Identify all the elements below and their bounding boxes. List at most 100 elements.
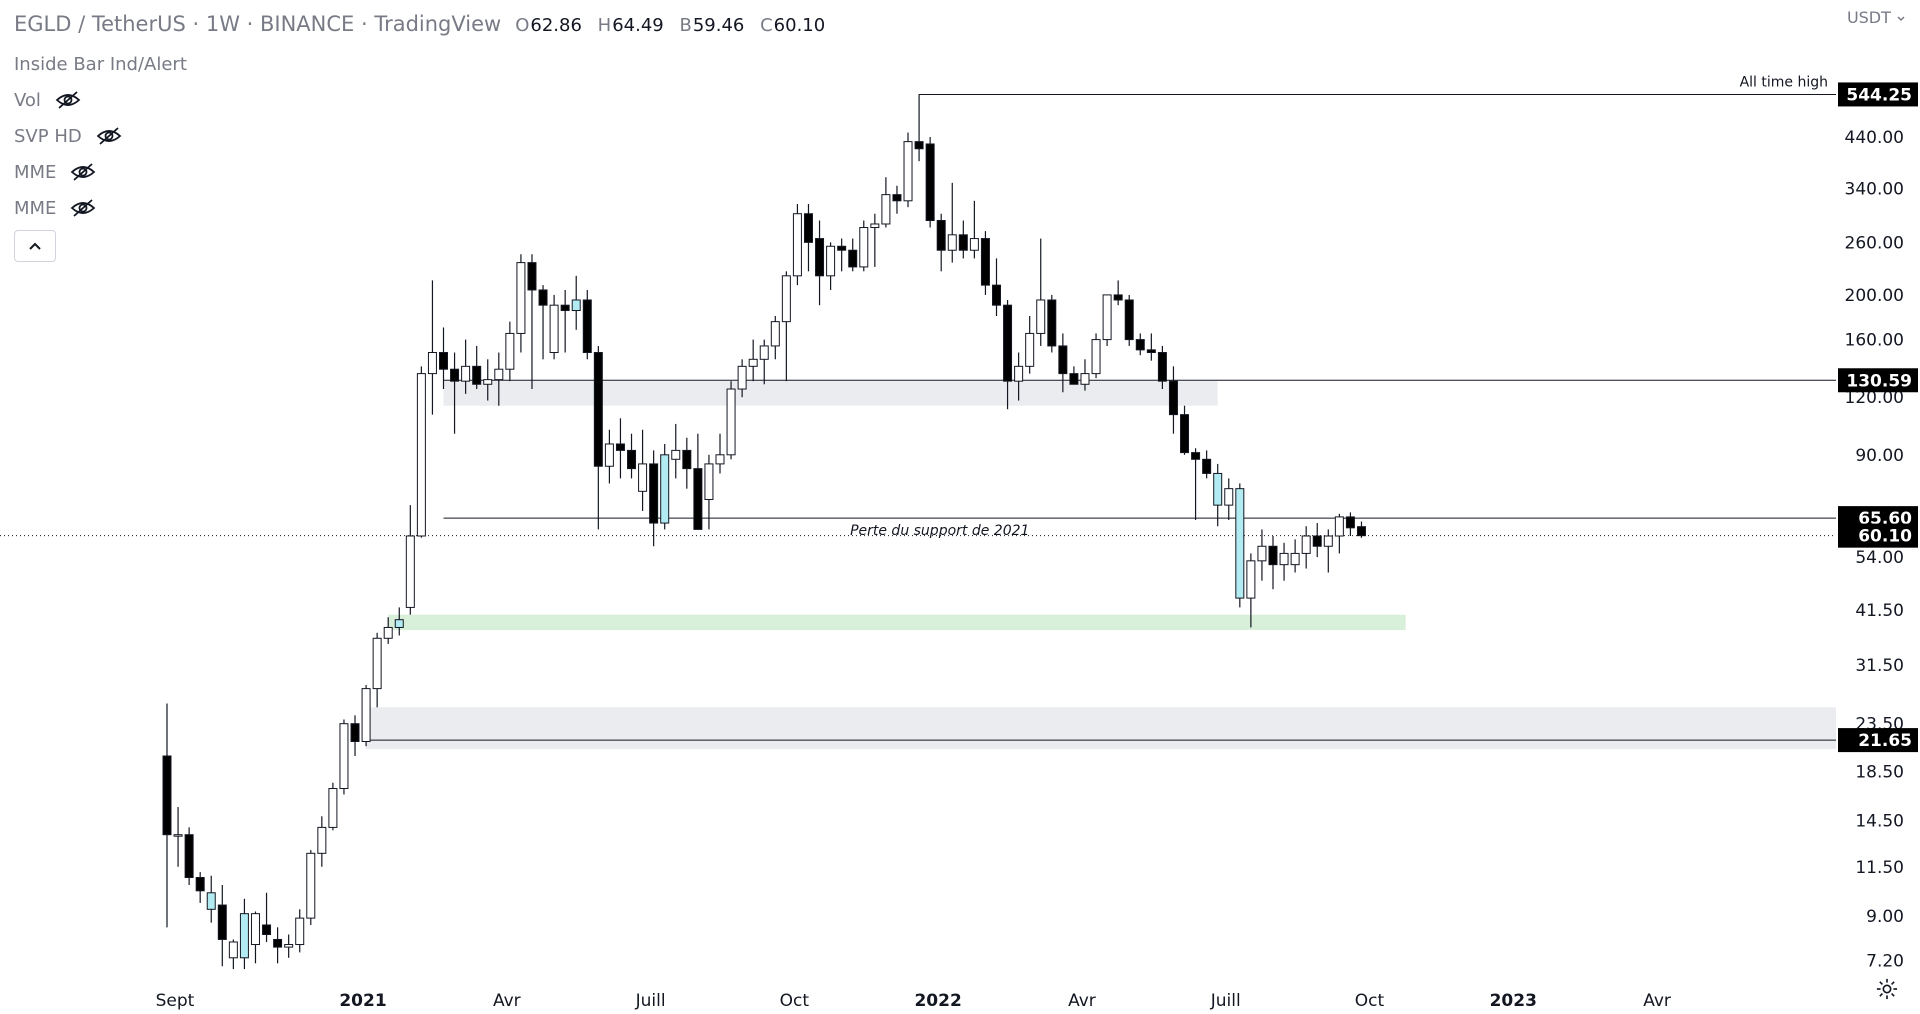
y-tick-label: 260.00 <box>1845 233 1904 253</box>
candle-body <box>1268 545 1278 566</box>
candle <box>1191 448 1201 520</box>
candle <box>1146 333 1156 361</box>
collapse-indicators-button[interactable] <box>14 230 56 262</box>
price-tag-label: 21.65 <box>1858 731 1912 751</box>
candle-body <box>1102 294 1112 341</box>
x-tick-label: Oct <box>780 991 810 1011</box>
candle-body <box>1025 332 1035 367</box>
candle-body <box>792 213 802 277</box>
indicator-mme-1[interactable]: MME <box>14 154 835 190</box>
ohlc-values: O62.86 H64.49 B59.46 C60.10 <box>515 15 835 36</box>
candle <box>1224 478 1234 520</box>
candle-body <box>1257 545 1267 562</box>
candle-body <box>1091 339 1101 375</box>
indicator-label[interactable]: MME <box>14 161 57 183</box>
candle-body <box>1301 535 1311 554</box>
candle <box>505 321 515 382</box>
candle <box>372 632 382 708</box>
candle-body <box>239 913 249 959</box>
candle-body <box>538 289 548 306</box>
candle <box>317 816 327 867</box>
gear-icon[interactable] <box>1876 978 1898 1000</box>
candle-body <box>262 924 272 936</box>
indicator-vol[interactable]: Vol <box>14 82 835 118</box>
eye-hidden-icon[interactable] <box>96 126 122 146</box>
candle-body <box>1312 535 1322 547</box>
candle <box>715 433 725 474</box>
candles-layer <box>162 94 1366 970</box>
price-tag-label: 60.10 <box>1858 527 1912 547</box>
candle <box>1135 333 1145 356</box>
candle <box>958 220 968 259</box>
y-tick-label: 340.00 <box>1845 180 1904 200</box>
candle-body <box>228 941 238 959</box>
indicator-inside-bar[interactable]: Inside Bar Ind/Alert <box>14 46 835 82</box>
candle <box>427 280 437 415</box>
eye-hidden-icon[interactable] <box>70 198 96 218</box>
ohlc-close-value: 60.10 <box>773 15 826 36</box>
candle-body <box>1345 516 1355 529</box>
candle-body <box>427 352 437 375</box>
price-tag-bg <box>1838 82 1918 107</box>
candle-body <box>549 304 559 354</box>
indicator-svp-hd[interactable]: SVP HD <box>14 118 835 154</box>
symbol-title[interactable]: EGLD / TetherUS · 1W · BINANCE · Trading… <box>14 12 502 36</box>
candle <box>748 339 758 382</box>
candle-body <box>638 463 648 492</box>
candle-body <box>571 299 581 312</box>
candle-body <box>803 213 813 243</box>
candle <box>803 203 813 272</box>
candle <box>295 909 305 953</box>
candle-body <box>682 449 692 470</box>
candle-body <box>1180 414 1190 454</box>
currency-label[interactable]: USDT <box>1846 8 1891 27</box>
indicator-label[interactable]: SVP HD <box>14 125 82 147</box>
candle-body <box>483 379 493 385</box>
candle-body <box>361 688 371 742</box>
indicator-mme-2[interactable]: MME <box>14 190 835 226</box>
ohlc-open-value: 62.86 <box>530 15 582 36</box>
ohlc-high-value: 64.49 <box>612 15 664 36</box>
eye-hidden-icon[interactable] <box>70 162 96 182</box>
price-tag-label: 130.59 <box>1846 371 1912 391</box>
x-tick-label: 2023 <box>1490 991 1537 1011</box>
candle <box>892 185 902 214</box>
currency-selector[interactable]: USDT <box>1847 8 1906 27</box>
candle-body <box>505 332 515 370</box>
candle-body <box>350 723 360 742</box>
candle-body <box>881 194 891 225</box>
indicator-label[interactable]: Inside Bar Ind/Alert <box>14 53 187 75</box>
price-tag-bg <box>1838 728 1918 753</box>
candle-body <box>1235 488 1245 599</box>
candle <box>1124 294 1134 346</box>
candle <box>914 94 924 162</box>
candle <box>450 352 460 434</box>
candle <box>383 617 393 644</box>
candle <box>649 450 659 547</box>
x-tick-label: Avr <box>1068 991 1096 1011</box>
candle-body <box>704 463 714 500</box>
candle-body <box>1069 373 1079 385</box>
eye-hidden-icon[interactable] <box>55 90 81 110</box>
ohlc-high-key: H <box>597 15 612 36</box>
indicator-label[interactable]: Vol <box>14 89 41 111</box>
candle <box>1202 450 1212 479</box>
candle-body <box>992 284 1001 306</box>
candle <box>925 137 935 228</box>
price-tag-label: 544.25 <box>1846 85 1912 105</box>
candle-body <box>284 944 294 948</box>
candle <box>881 177 891 228</box>
candle-body <box>615 443 625 451</box>
x-tick-label: Avr <box>493 991 521 1011</box>
candle-body <box>195 877 205 892</box>
candle-body <box>1213 472 1223 506</box>
candle <box>837 238 847 272</box>
candle <box>306 850 316 925</box>
indicator-label[interactable]: MME <box>14 197 57 219</box>
candle-body <box>372 637 382 690</box>
candle-body <box>1113 294 1123 301</box>
candle <box>1301 526 1311 569</box>
